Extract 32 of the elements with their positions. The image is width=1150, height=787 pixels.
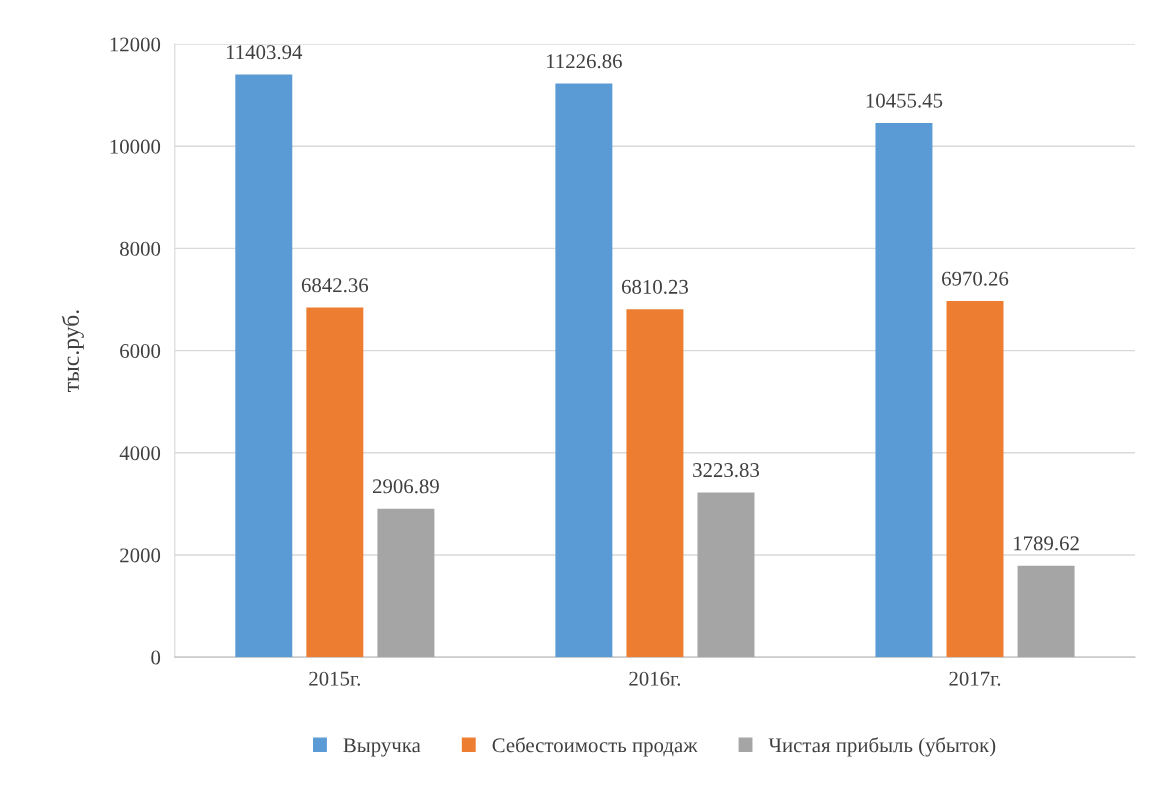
- bar: [697, 492, 755, 658]
- legend-label: Выручка: [343, 738, 421, 757]
- data-label: 6842.36: [301, 278, 369, 293]
- x-tick-label: 2016г.: [629, 671, 681, 686]
- data-label: 3223.83: [693, 463, 760, 478]
- bar: [1017, 565, 1075, 658]
- bar: [306, 307, 364, 658]
- legend-label: Себестоимость продаж: [492, 737, 698, 757]
- y-axis-title: тыс.руб.: [61, 310, 84, 392]
- bar: [235, 74, 293, 658]
- data-label: 11403.94: [226, 45, 303, 60]
- bar: [946, 301, 1004, 658]
- y-tick-label: 12000: [110, 37, 161, 52]
- data-label: 1789.62: [1014, 536, 1079, 551]
- data-label: 10455.45: [866, 93, 943, 108]
- y-tick-label: 10000: [110, 139, 161, 154]
- y-tick-label: 0: [151, 650, 161, 665]
- y-tick-label: 6000: [120, 343, 161, 359]
- data-label: 11226.86: [547, 54, 622, 69]
- y-tick-label: 2000: [120, 548, 161, 563]
- bar: [875, 122, 933, 658]
- y-tick-label: 8000: [120, 241, 161, 256]
- x-tick-label: 2017г.: [949, 671, 1001, 686]
- data-label: 6970.26: [942, 271, 1009, 286]
- bar: [626, 309, 684, 658]
- bar: [377, 508, 435, 658]
- bar: [555, 83, 613, 658]
- x-tick-label: 2015г.: [309, 671, 361, 686]
- data-label: 6810.23: [621, 279, 688, 294]
- data-label: 2906.89: [372, 479, 439, 494]
- legend-label: Чистая прибыль (убыток): [768, 737, 996, 757]
- y-tick-label: 4000: [119, 446, 161, 461]
